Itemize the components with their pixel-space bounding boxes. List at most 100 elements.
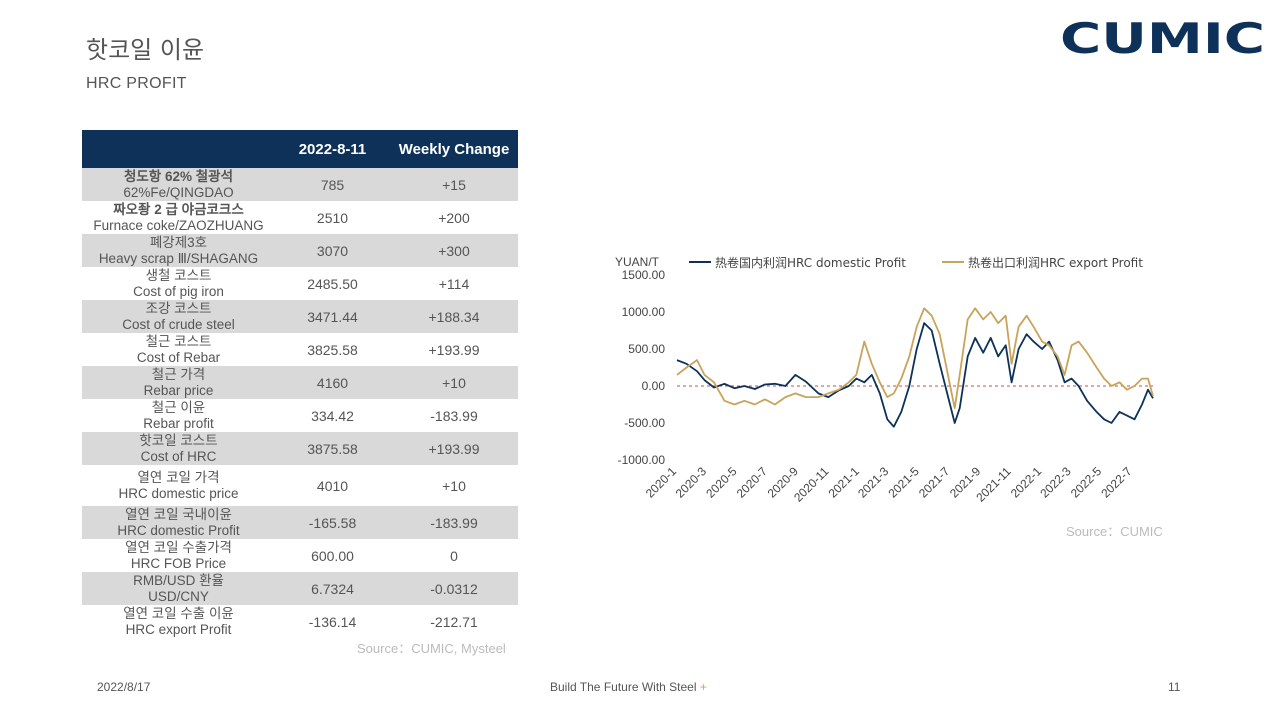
row-label-korean: 짜오좡 2 급 야금코크스	[113, 201, 244, 217]
row-value: 600.00	[311, 547, 354, 564]
footer-date: 2022/8/17	[97, 680, 151, 694]
logo-text: CUMIC	[1060, 18, 1265, 58]
row-weekly-change: +114	[438, 275, 470, 292]
table-row: 열연 코일 수출가격 HRC FOB Price 600.00 0	[82, 539, 518, 572]
row-value: 6.7324	[275, 572, 390, 605]
row-label-korean: 열연 코일 국내이윤	[125, 506, 232, 522]
row-weekly-change: +193.99	[390, 432, 518, 465]
x-tick-label: 2021-3	[855, 464, 892, 501]
row-value: 2485.50	[307, 275, 358, 292]
table-row: 열연 코일 가격 HRC domestic price 4010 +10	[82, 465, 518, 506]
row-label-english: Cost of HRC	[140, 448, 217, 464]
page-subtitle: HRC PROFIT	[86, 75, 187, 92]
table-row: 열연 코일 수출 이윤 HRC export Profit -136.14 -212.…	[82, 605, 518, 638]
row-weekly-change: +15	[390, 168, 518, 201]
cumic-logo: CUMIC	[1060, 18, 1265, 58]
header-blank	[82, 130, 275, 168]
row-label-korean: RMB/USD 환율	[133, 572, 224, 588]
x-tick-label: 2022-1	[1008, 464, 1045, 501]
row-label-korean: 청도항 62% 철광석	[123, 168, 234, 184]
x-tick-label: 2021-5	[886, 464, 923, 501]
table-row: 철근 코스트 Cost of Rebar 3825.58 +193.99	[82, 333, 518, 366]
x-tick-label: 2021-11	[973, 464, 1014, 505]
row-label-korean: 열연 코일 수출 이윤	[123, 605, 234, 621]
x-tick-label: 2022-3	[1037, 464, 1074, 501]
y-tick-label: -500.00	[624, 416, 665, 430]
row-weekly-change: -183.99	[390, 506, 518, 539]
row-weekly-change: +200	[438, 209, 470, 226]
header-weekly-change: Weekly Change	[390, 130, 518, 168]
y-tick-label: 1000.00	[622, 305, 666, 319]
table-row: 철근 이윤 Rebar profit 334.42 -183.99	[82, 399, 518, 432]
row-label: 조강 코스트 Cost of crude steel	[82, 300, 275, 333]
row-value: 2510	[316, 209, 349, 226]
y-tick-label: 0.00	[642, 379, 666, 393]
row-label: 생철 코스트 Cost of pig iron	[82, 267, 275, 300]
row-label-korean: 조강 코스트	[145, 300, 212, 316]
table-row: 핫코일 코스트 Cost of HRC 3875.58 +193.99	[82, 432, 518, 465]
row-weekly-change: +10	[442, 477, 466, 494]
row-weekly-change: -212.71	[430, 613, 478, 630]
x-tick-label: 2021-1	[826, 464, 863, 501]
row-label: 열연 코일 수출가격 HRC FOB Price	[82, 539, 275, 572]
row-label: 열연 코일 수출 이윤 HRC export Profit	[82, 605, 275, 638]
row-label-english: Rebar price	[143, 382, 214, 398]
y-tick-label: 1500.00	[622, 268, 666, 282]
table-row: 조강 코스트 Cost of crude steel 3471.44 +188.34	[82, 300, 518, 333]
x-tick-label: 2020-11	[791, 464, 832, 505]
chart-source: Source：CUMIC	[1066, 524, 1163, 539]
row-label-korean: 생철 코스트	[145, 267, 212, 283]
x-tick-label: 2022-5	[1068, 464, 1105, 501]
row-label: 폐강제3호 Heavy scrap Ⅲ/SHAGANG	[82, 234, 275, 267]
table-body: 청도항 62% 철광석 62%Fe/QINGDAO 785 +15 짜오좡 2 급 야금…	[82, 168, 518, 638]
row-label-korean: 열연 코일 가격	[137, 469, 220, 485]
row-label-korean: 폐강제3호	[149, 234, 208, 250]
y-tick-label: -1000.00	[618, 453, 666, 467]
table-row: 생철 코스트 Cost of pig iron 2485.50 +114	[82, 267, 518, 300]
row-value: -136.14	[308, 613, 357, 630]
row-label-korean: 핫코일 코스트	[139, 432, 218, 448]
row-label-english: 62%Fe/QINGDAO	[123, 184, 234, 200]
row-weekly-change: +300	[390, 234, 518, 267]
x-tick-label: 2020-1	[643, 464, 680, 501]
row-label-english: Heavy scrap Ⅲ/SHAGANG	[98, 250, 259, 266]
footer-tagline: Build The Future With Steel +	[550, 680, 707, 694]
header-date: 2022-8-11	[275, 130, 390, 168]
row-label-english: Rebar profit	[143, 415, 214, 431]
table-row: 짜오좡 2 급 야금코크스 Furnace coke/ZAOZHUANG 2510 +…	[82, 201, 518, 234]
row-weekly-change: +193.99	[428, 341, 480, 358]
row-label: 핫코일 코스트 Cost of HRC	[82, 432, 275, 465]
x-tick-label: 2020-7	[734, 464, 771, 501]
legend-label: 热卷出口利润HRC export Profit	[968, 255, 1143, 270]
y-axis-title: YUAN/T	[615, 255, 660, 269]
row-value: 3070	[275, 234, 390, 267]
row-label: 짜오좡 2 급 야금코크스 Furnace coke/ZAOZHUANG	[82, 201, 275, 234]
row-label-english: HRC domestic Profit	[117, 522, 240, 538]
row-label-english: HRC domestic price	[118, 485, 239, 501]
row-weekly-change: -183.99	[430, 407, 478, 424]
row-label: 열연 코일 국내이윤 HRC domestic Profit	[82, 506, 275, 539]
legend-label: 热卷国内利润HRC domestic Profit	[715, 255, 906, 270]
row-label-korean: 철근 코스트	[145, 333, 212, 349]
table-header-row: 2022-8-11 Weekly Change	[82, 130, 518, 168]
row-label: 청도항 62% 철광석 62%Fe/QINGDAO	[82, 168, 275, 201]
page-title: 핫코일 이윤	[86, 36, 205, 64]
row-weekly-change: 0	[450, 547, 458, 564]
row-label: 철근 이윤 Rebar profit	[82, 399, 275, 432]
y-tick-label: 500.00	[628, 342, 665, 356]
row-label: RMB/USD 환율 USD/CNY	[82, 572, 275, 605]
row-label-english: Cost of crude steel	[122, 316, 235, 332]
footer-tagline-mark: +	[699, 680, 707, 694]
row-weekly-change: -0.0312	[390, 572, 518, 605]
table-row: 철근 가격 Rebar price 4160 +10	[82, 366, 518, 399]
x-tick-label: 2020-5	[703, 464, 740, 501]
row-label-korean: 철근 이윤	[151, 399, 206, 415]
row-value: 3825.58	[307, 341, 358, 358]
row-label-korean: 열연 코일 수출가격	[125, 539, 232, 555]
footer-page-number: 11	[1168, 680, 1181, 694]
row-label: 열연 코일 가격 HRC domestic price	[82, 465, 275, 506]
row-label: 철근 코스트 Cost of Rebar	[82, 333, 275, 366]
row-value: -165.58	[275, 506, 390, 539]
series-line-domestic	[676, 322, 1154, 428]
